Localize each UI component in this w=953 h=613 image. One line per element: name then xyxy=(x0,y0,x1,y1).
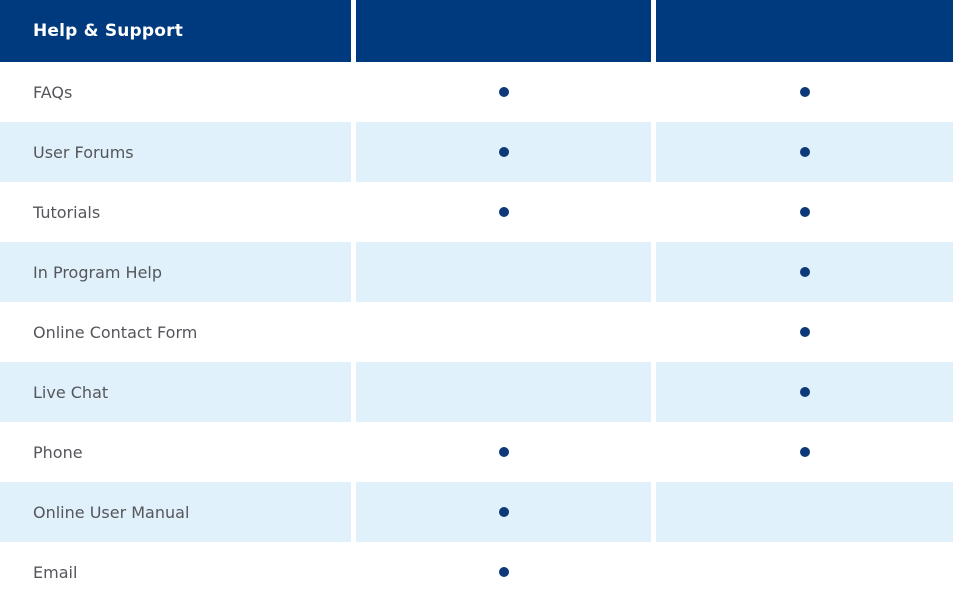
table-row: Online Contact Form xyxy=(0,302,953,362)
bullet-dot-icon xyxy=(498,567,509,577)
bullet-dot-icon xyxy=(799,207,810,217)
feature-label: Email xyxy=(33,562,78,582)
feature-label-cell: FAQs xyxy=(0,62,351,122)
column-gutter xyxy=(651,62,656,122)
feature-cell-col2 xyxy=(356,182,651,242)
column-gutter xyxy=(351,242,356,302)
feature-cell-col3 xyxy=(656,362,953,422)
bullet-dot-icon xyxy=(799,87,810,97)
table-row: In Program Help xyxy=(0,242,953,302)
bullet-dot-icon xyxy=(799,387,810,397)
feature-cell-col2 xyxy=(356,362,651,422)
feature-cell-col2 xyxy=(356,542,651,602)
table-row: Phone xyxy=(0,422,953,482)
bullet-dot-icon xyxy=(799,267,810,277)
column-gutter xyxy=(351,422,356,482)
feature-cell-col2 xyxy=(356,482,651,542)
bullet-dot-icon xyxy=(799,327,810,337)
table-row: FAQs xyxy=(0,62,953,122)
table-row: Live Chat xyxy=(0,362,953,422)
feature-cell-col2 xyxy=(356,422,651,482)
feature-cell-col2 xyxy=(356,242,651,302)
table-row: Email xyxy=(0,542,953,602)
header-cell-col3 xyxy=(656,0,953,62)
column-gutter xyxy=(651,422,656,482)
column-gutter xyxy=(351,482,356,542)
bullet-dot-icon xyxy=(498,207,509,217)
feature-cell-col2 xyxy=(356,122,651,182)
column-gutter xyxy=(351,542,356,602)
feature-cell-col2 xyxy=(356,62,651,122)
feature-label: Phone xyxy=(33,442,83,462)
feature-cell-col3 xyxy=(656,182,953,242)
feature-label: User Forums xyxy=(33,142,134,162)
column-gutter xyxy=(651,362,656,422)
header-cell-col2 xyxy=(356,0,651,62)
feature-label-cell: Online User Manual xyxy=(0,482,351,542)
column-gutter xyxy=(651,0,656,62)
column-gutter xyxy=(651,242,656,302)
table-row: Tutorials xyxy=(0,182,953,242)
feature-cell-col3 xyxy=(656,302,953,362)
column-gutter xyxy=(651,482,656,542)
feature-label-cell: Online Contact Form xyxy=(0,302,351,362)
column-gutter xyxy=(651,542,656,602)
column-gutter xyxy=(651,182,656,242)
column-gutter xyxy=(351,362,356,422)
feature-label-cell: User Forums xyxy=(0,122,351,182)
feature-label-cell: Live Chat xyxy=(0,362,351,422)
section-title: Help & Support xyxy=(33,21,184,41)
feature-label: Online User Manual xyxy=(33,502,190,522)
column-gutter xyxy=(651,122,656,182)
feature-cell-col3 xyxy=(656,542,953,602)
feature-label: Live Chat xyxy=(33,382,109,402)
table-row: Online User Manual xyxy=(0,482,953,542)
column-gutter xyxy=(351,302,356,362)
feature-label: In Program Help xyxy=(33,262,163,282)
feature-label: Tutorials xyxy=(33,202,101,222)
feature-label-cell: Tutorials xyxy=(0,182,351,242)
column-gutter xyxy=(351,62,356,122)
bullet-dot-icon xyxy=(498,447,509,457)
feature-cell-col3 xyxy=(656,62,953,122)
column-gutter xyxy=(351,0,356,62)
feature-cell-col3 xyxy=(656,482,953,542)
feature-cell-col2 xyxy=(356,302,651,362)
feature-cell-col3 xyxy=(656,122,953,182)
column-gutter xyxy=(351,122,356,182)
bullet-dot-icon xyxy=(498,507,509,517)
feature-cell-col3 xyxy=(656,242,953,302)
bullet-dot-icon xyxy=(799,147,810,157)
table-body: FAQs User Forums Tutorials xyxy=(0,62,953,602)
feature-label-cell: Phone xyxy=(0,422,351,482)
table-row: User Forums xyxy=(0,122,953,182)
feature-label-cell: Email xyxy=(0,542,351,602)
feature-label: FAQs xyxy=(33,82,73,102)
header-cell-title: Help & Support xyxy=(0,0,351,62)
column-gutter xyxy=(351,182,356,242)
column-gutter xyxy=(651,302,656,362)
bullet-dot-icon xyxy=(498,87,509,97)
feature-label-cell: In Program Help xyxy=(0,242,351,302)
feature-label: Online Contact Form xyxy=(33,322,198,342)
feature-cell-col3 xyxy=(656,422,953,482)
bullet-dot-icon xyxy=(498,147,509,157)
table-header-row: Help & Support xyxy=(0,0,953,62)
bullet-dot-icon xyxy=(799,447,810,457)
